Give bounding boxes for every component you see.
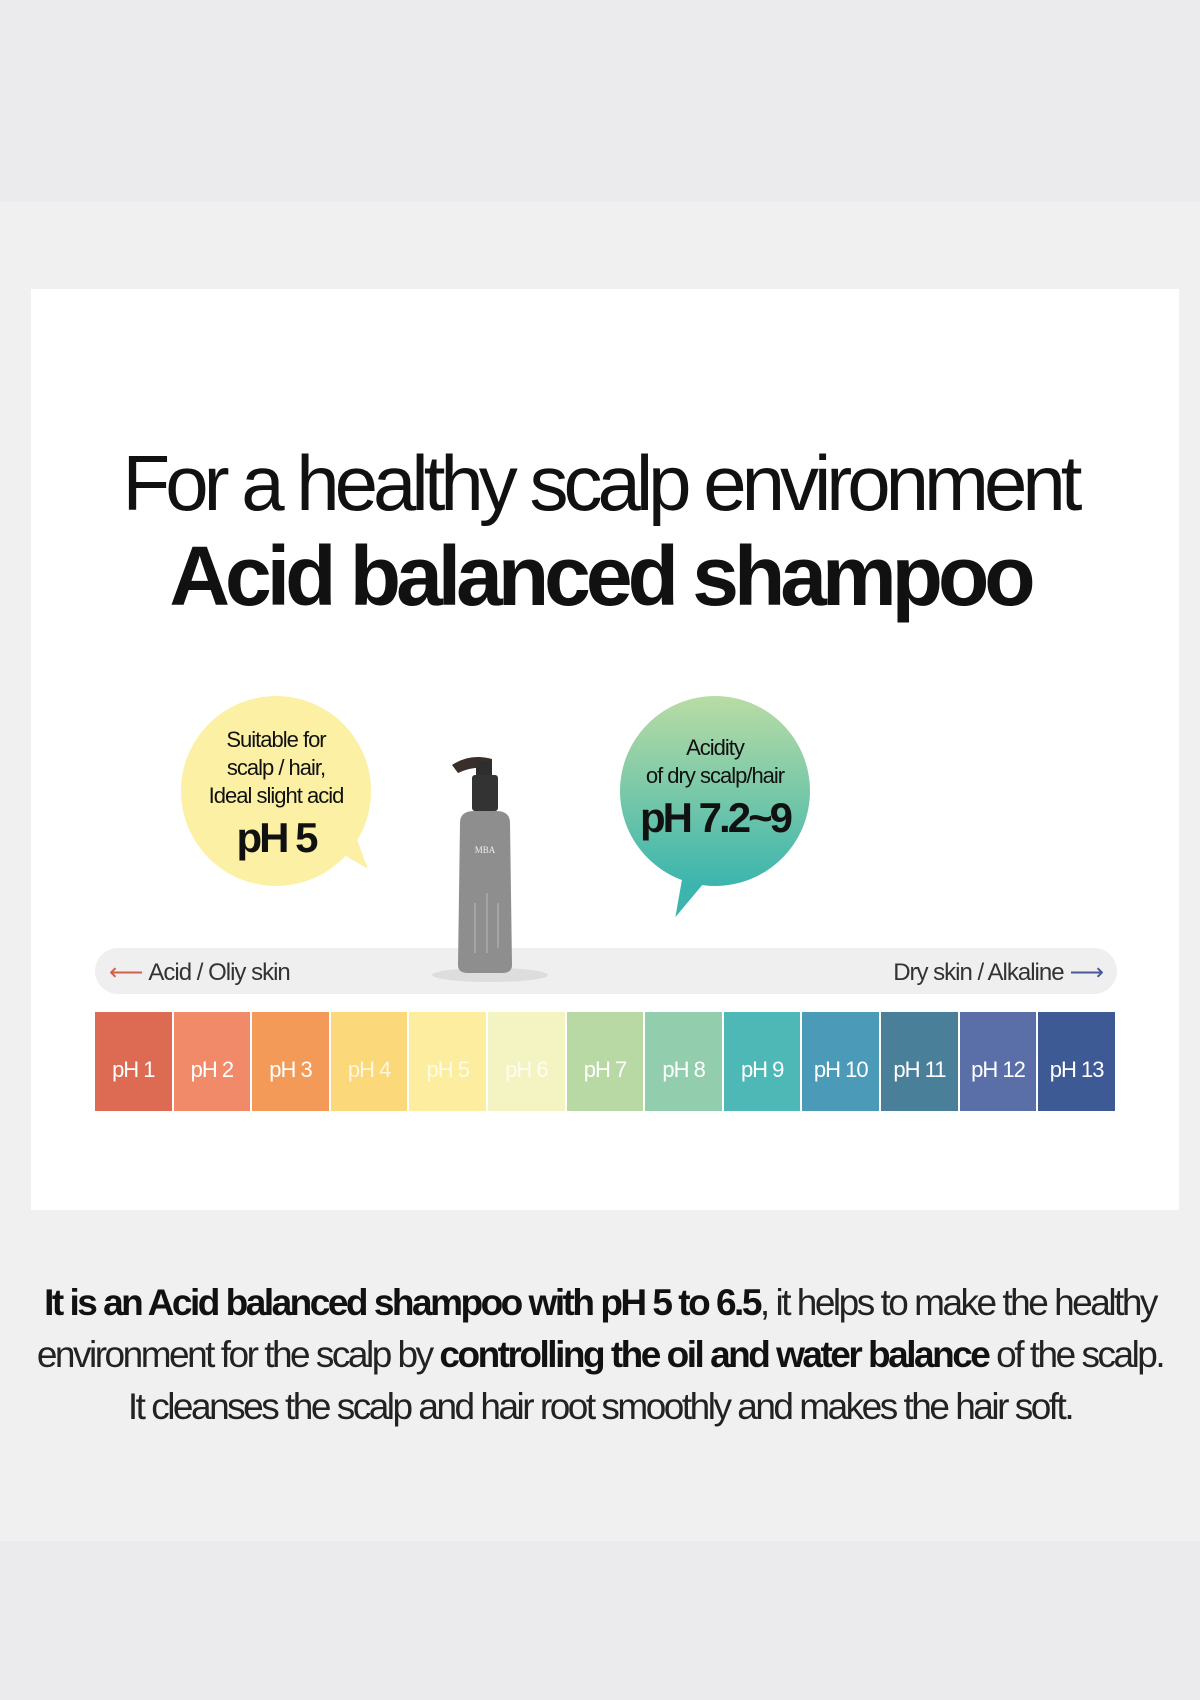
ph-swatch: pH 10 [802, 1012, 880, 1111]
ph-swatch: pH 3 [252, 1012, 329, 1111]
ph-swatch: pH 8 [645, 1012, 722, 1111]
desc-bold: controlling the oil and water balance [439, 1334, 990, 1375]
alkaline-label: Dry skin / Alkaline ⟶ [893, 958, 1104, 987]
ph-swatch-label: pH 2 [190, 1057, 234, 1082]
bubble-line: Ideal slight acid [208, 783, 345, 808]
ph-swatch: pH 9 [723, 1012, 801, 1111]
ph-swatch-label: pH 11 [893, 1057, 946, 1082]
bubble-dry-ph: Acidity of dry scalp/hair pH 7.2~9 [620, 696, 810, 886]
ph-swatch: pH 1 [95, 1012, 172, 1111]
bubble-line: Acidity [686, 735, 745, 760]
desc-text: of the scalp. [988, 1334, 1166, 1375]
bubble-line: of dry scalp/hair [645, 763, 785, 788]
heading-line1: For a healthy scalp environment [122, 439, 1083, 527]
ph-swatch-label: pH 5 [426, 1057, 470, 1082]
bottom-band [0, 1541, 1200, 1700]
ph-swatch: pH 5 [409, 1012, 487, 1111]
description: It is an Acid balanced shampoo with pH 5… [0, 1277, 1200, 1433]
bubble-ideal-ph: Suitable for scalp / hair, Ideal slight … [181, 696, 371, 886]
ph-swatch: pH 4 [330, 1012, 408, 1111]
ph-swatch-label: pH 4 [347, 1057, 391, 1082]
ph-swatch: pH 6 [488, 1012, 565, 1111]
desc-text: , it helps to make the healthy [759, 1282, 1159, 1323]
ph-swatch-label: pH 3 [269, 1057, 312, 1082]
acidity-bar: ⟵ Acid / Oliy skin Dry skin / Alkaline ⟶ [95, 948, 1117, 994]
ph-swatch-label: pH 13 [1049, 1057, 1105, 1082]
bubble-line: scalp / hair, [226, 755, 326, 780]
arrow-right-icon: ⟶ [1069, 959, 1104, 986]
ph-swatch: pH 2 [173, 1012, 251, 1111]
desc-bold: It is an Acid balanced shampoo with pH 5… [44, 1282, 762, 1323]
ph-swatch-label: pH 7 [583, 1057, 627, 1082]
desc-text: It cleanses the scalp and hair root smoo… [127, 1386, 1075, 1427]
bubble-line: Suitable for [226, 727, 326, 752]
ph-swatch-label: pH 8 [662, 1057, 705, 1082]
arrow-left-icon: ⟵ [109, 959, 143, 986]
acid-label-text: Acid / Oliy skin [148, 959, 290, 986]
ph-swatch: pH 11 [881, 1012, 958, 1111]
bubble-value: pH 5 [236, 814, 318, 861]
ph-swatch: pH 7 [566, 1012, 644, 1111]
heading-line2: Acid balanced shampoo [169, 529, 1035, 623]
shampoo-bottle-image: MBA [432, 757, 548, 982]
alkaline-label-text: Dry skin / Alkaline [893, 959, 1064, 986]
ph-swatch: pH 12 [959, 1012, 1037, 1111]
acid-label: ⟵ Acid / Oliy skin [109, 958, 291, 987]
ph-swatch-label: pH 10 [813, 1057, 869, 1082]
top-band [0, 0, 1200, 202]
bottle-brand: MBA [475, 845, 496, 855]
ph-swatch: pH 13 [1038, 1012, 1115, 1111]
ph-swatch-label: pH 1 [112, 1057, 155, 1082]
desc-text: environment for the scalp by [36, 1334, 440, 1375]
bubble-value: pH 7.2~9 [640, 794, 793, 841]
ph-swatch-label: pH 6 [505, 1057, 548, 1082]
ph-scale: pH 1 pH 2 pH 3 pH 4 pH 5 pH 6 pH 7 pH 8 pH 9 pH 1… [95, 1012, 1115, 1111]
ph-swatch-label: pH 9 [740, 1057, 784, 1082]
ph-swatch-label: pH 12 [971, 1057, 1026, 1082]
